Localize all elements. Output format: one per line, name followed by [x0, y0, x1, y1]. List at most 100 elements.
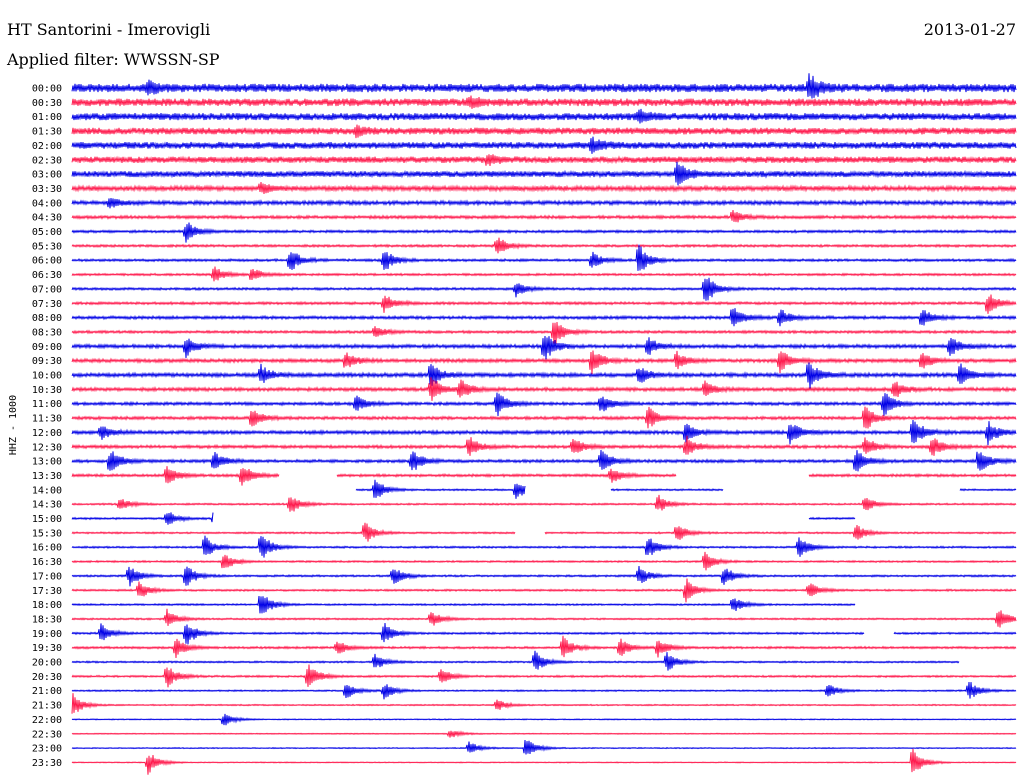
row-label: 06:00	[32, 256, 62, 267]
trace-line	[71, 512, 856, 525]
row-label: 19:00	[32, 629, 62, 640]
trace-line	[71, 622, 1017, 645]
trace-line	[71, 578, 1017, 603]
row-label: 16:30	[32, 557, 62, 568]
row-label: 01:30	[32, 127, 62, 138]
trace-line	[71, 237, 1017, 254]
trace-line	[71, 435, 1017, 456]
row-label: 08:30	[32, 327, 62, 338]
chart-title: HT Santorini - Imerovigli	[7, 20, 211, 39]
row-label: 11:00	[32, 399, 62, 410]
trace-line	[71, 713, 1017, 726]
trace-line	[71, 136, 1017, 154]
row-label: 12:30	[32, 442, 62, 453]
trace-line	[71, 595, 856, 614]
chart-date: 2013-01-27	[923, 20, 1016, 39]
row-label: 02:00	[32, 141, 62, 152]
row-label: 17:00	[32, 571, 62, 582]
row-label: 10:30	[32, 385, 62, 396]
row-label: 21:00	[32, 686, 62, 697]
row-label: 13:00	[32, 457, 62, 468]
row-label: 09:00	[32, 342, 62, 353]
trace-line	[71, 730, 1017, 738]
trace-line	[71, 294, 1017, 314]
trace-line	[71, 244, 1017, 271]
row-label: 07:30	[32, 299, 62, 310]
row-label: 12:00	[32, 428, 62, 439]
row-label: 03:30	[32, 184, 62, 195]
trace-line	[71, 377, 1017, 401]
trace-line	[71, 650, 960, 671]
trace-line	[355, 479, 1017, 499]
row-label: 17:30	[32, 586, 62, 597]
trace-line	[71, 161, 1017, 186]
row-label: 15:00	[32, 514, 62, 525]
row-label: 01:00	[32, 112, 62, 123]
trace-line	[71, 739, 1017, 755]
row-label: 14:30	[32, 500, 62, 511]
trace-line	[71, 154, 1017, 166]
row-label: 00:00	[32, 84, 62, 95]
trace-line	[71, 108, 1017, 124]
trace-line	[71, 222, 1017, 243]
row-label: 08:00	[32, 313, 62, 324]
row-label: 00:30	[32, 98, 62, 109]
row-label: 15:30	[32, 528, 62, 539]
trace-line	[71, 419, 1017, 446]
trace-line	[71, 73, 1017, 99]
row-label: 22:30	[32, 729, 62, 740]
trace-line	[71, 197, 1017, 209]
row-label: 20:00	[32, 658, 62, 669]
filter-label: Applied filter: WWSSN-SP	[7, 50, 220, 69]
trace-line	[71, 551, 1017, 571]
trace-line	[71, 182, 1017, 194]
row-label: 10:00	[32, 371, 62, 382]
row-label: 20:30	[32, 672, 62, 683]
row-label: 07:00	[32, 284, 62, 295]
row-label: 09:30	[32, 356, 62, 367]
trace-line	[71, 449, 1017, 472]
row-label: 04:30	[32, 213, 62, 224]
trace-line	[71, 266, 1017, 282]
row-label: 23:30	[32, 758, 62, 769]
trace-line	[71, 535, 1017, 558]
trace-line	[71, 350, 1017, 375]
trace-line	[71, 466, 1017, 486]
trace-line	[71, 635, 1017, 659]
row-label: 23:00	[32, 744, 62, 755]
row-label: 18:00	[32, 600, 62, 611]
trace-line	[71, 321, 1017, 344]
row-label: 21:30	[32, 701, 62, 712]
trace-line	[71, 124, 1017, 139]
row-label: 11:30	[32, 414, 62, 425]
row-label: 02:30	[32, 155, 62, 166]
row-labels: 00:00 00:30 01:00 01:30 02:00 02:30 03:00 03:30…	[32, 84, 62, 769]
traces	[71, 73, 1017, 775]
trace-line	[71, 362, 1017, 390]
trace-line	[71, 494, 1017, 512]
row-label: 05:00	[32, 227, 62, 238]
trace-line	[71, 308, 1017, 327]
row-label: 13:30	[32, 471, 62, 482]
y-axis-label: HHZ - 1000	[8, 395, 19, 455]
trace-line	[71, 748, 1017, 775]
trace-line	[71, 392, 1017, 417]
trace-line	[71, 608, 1017, 628]
trace-line	[71, 335, 1017, 360]
row-label: 16:00	[32, 543, 62, 554]
row-label: 04:00	[32, 198, 62, 209]
trace-line	[71, 95, 1017, 109]
row-label: 22:00	[32, 715, 62, 726]
row-label: 19:30	[32, 643, 62, 654]
trace-line	[71, 693, 1017, 714]
row-label: 06:30	[32, 270, 62, 281]
trace-line	[71, 664, 1017, 688]
trace-line	[71, 681, 1017, 700]
trace-line	[71, 209, 1017, 223]
trace-line	[71, 522, 1017, 542]
row-label: 14:00	[32, 485, 62, 496]
row-label: 05:30	[32, 241, 62, 252]
row-label: 18:30	[32, 614, 62, 625]
trace-line	[71, 277, 1017, 301]
